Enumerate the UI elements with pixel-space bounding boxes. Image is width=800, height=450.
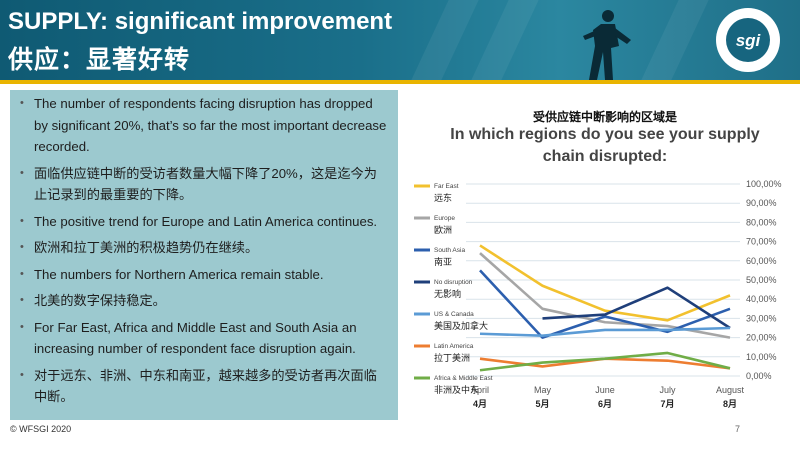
bullet-item: The numbers for Northern America remain … [18,264,390,286]
line-chart: 0,00% 10,00% 20,00% 30,00% 40,00% 50,00% 60,00… [414,179,782,409]
legend-label: US & Canada [434,311,474,318]
bullet-item: The number of respondents facing disrupt… [18,93,390,158]
legend-label-chinese: 拉丁美洲 [434,352,470,363]
y-tick-label: 0,00% [746,371,772,381]
bullet-item: 对于远东、非洲、中东和南亚，越来越多的受访者再次面临中断。 [18,365,390,408]
series-line [479,244,731,322]
legend-label-chinese: 远东 [434,192,452,203]
series-line [479,252,731,339]
x-tick-label-chinese: 4月 [473,399,487,409]
y-tick-label: 10,00% [746,352,777,362]
x-tick-label-chinese: 7月 [660,399,674,409]
y-tick-label: 20,00% [746,333,777,343]
x-tick-label: July [659,385,676,395]
legend-label-chinese: 欧洲 [434,224,452,235]
bullet-item: The positive trend for Europe and Latin … [18,211,390,233]
x-tick-label-chinese: 8月 [723,399,737,409]
x-tick-label: August [716,385,745,395]
legend-label-chinese: 无影响 [434,288,461,299]
series-line [479,351,731,372]
bullet-list: The number of respondents facing disrupt… [18,93,390,413]
legend-label-chinese: 非洲及中东 [434,384,479,395]
bullet-item: 北美的数字保持稳定。 [18,290,390,312]
y-tick-label: 80,00% [746,217,777,227]
series-line [479,326,731,337]
x-tick-label-chinese: 6月 [598,399,612,409]
y-tick-label: 50,00% [746,275,777,285]
chart-title-chinese: 受供应链中断影响的区域是 [532,110,677,124]
legend-label-chinese: 美国及加拿大 [434,320,488,331]
page-number: 7 [735,424,741,434]
track-stripe [411,0,479,80]
x-tick-label: June [595,385,615,395]
x-tick-label: May [534,385,552,395]
y-tick-label: 60,00% [746,256,777,266]
x-tick-label: April [471,385,489,395]
y-tick-label: 100,00% [746,179,782,189]
copyright: © WFSGI 2020 [10,424,72,434]
logo-text: sgi [736,31,762,50]
bullet-item: For Far East, Africa and Middle East and… [18,317,390,360]
legend-label: South Asia [434,247,465,254]
legend-label: Latin America [434,343,474,350]
page-title: SUPPLY: significant improvement [8,8,393,35]
bullet-item: 欧洲和拉丁美洲的积极趋势仍在继续。 [18,237,390,259]
page-title-chinese: 供应：显著好转 [8,46,191,74]
series-line [479,269,731,339]
runner-silhouette-icon [583,10,631,80]
legend-label: No disruption [434,279,473,286]
track-stripe [471,0,539,80]
legend-label: Europe [434,215,455,222]
legend-label-chinese: 南亚 [434,256,452,267]
wfsgi-logo: sgi [716,8,780,72]
accent-bar [0,80,800,84]
y-tick-label: 90,00% [746,198,777,208]
header-banner: SUPPLY: significant improvement 供应：显著好转 … [0,0,800,80]
series-line [542,286,731,330]
legend-label: Far East [434,183,459,190]
y-tick-label: 70,00% [746,237,777,247]
chart-title: In which regions do you see your supply … [450,126,760,165]
bullet-item: 面临供应链中断的受访者数量大幅下降了20%，这是迄今为止记录到的最重要的下降。 [18,163,390,206]
y-tick-label: 40,00% [746,294,777,304]
y-tick-label: 30,00% [746,313,777,323]
legend-label: Africa & Middle East [434,375,493,382]
x-tick-label-chinese: 5月 [535,399,549,409]
track-stripe [641,0,709,80]
